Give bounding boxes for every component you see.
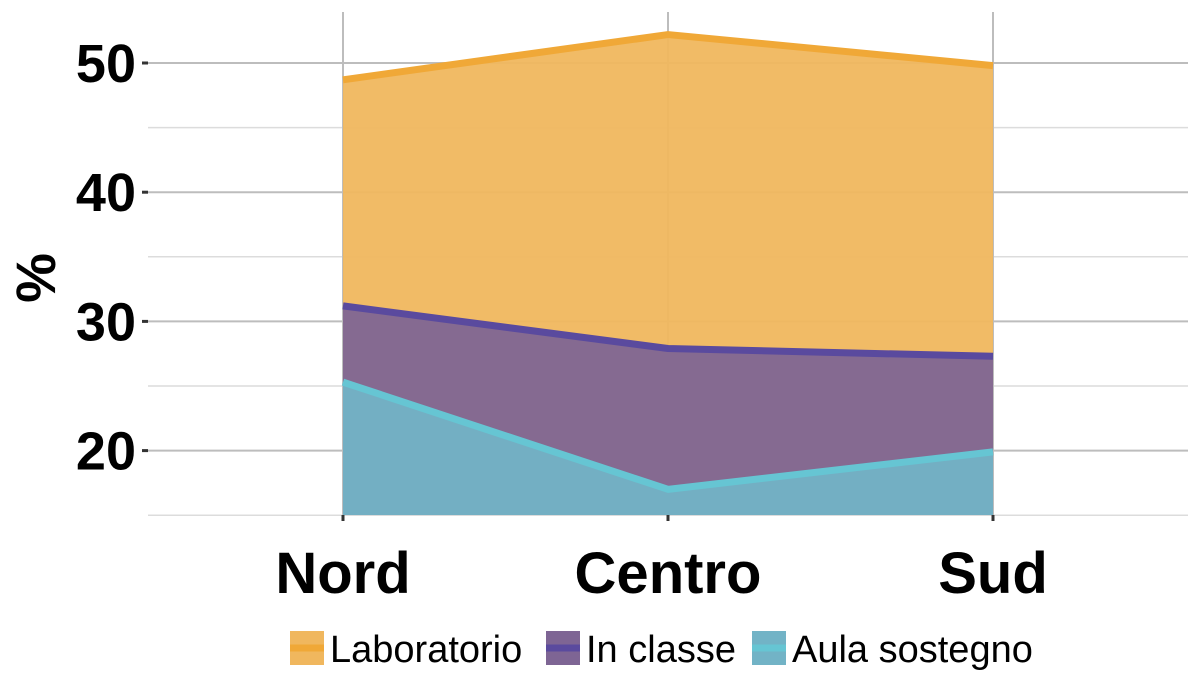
area-aula-sostegno: [343, 382, 993, 515]
x-tick-label: Centro: [575, 541, 762, 606]
axes: 20 30 40 50 Nord Centro Sud: [76, 34, 1048, 606]
legend-label: Aula sostegno: [792, 629, 1033, 671]
legend-label: Laboratorio: [330, 629, 522, 671]
legend-label: In classe: [586, 629, 736, 671]
legend: Laboratorio In classe Aula sostegno: [290, 629, 1033, 671]
legend-item: In classe: [546, 629, 736, 671]
y-tick-label: 30: [76, 292, 136, 352]
plot-areas: [341, 31, 994, 516]
legend-item: Aula sostegno: [752, 629, 1033, 671]
x-tick-label: Sud: [938, 541, 1048, 606]
x-tick-label: Nord: [275, 541, 410, 606]
legend-item: Laboratorio: [290, 629, 522, 671]
y-tick-label: 50: [76, 34, 136, 94]
y-tick-label: 20: [76, 422, 136, 482]
y-axis-label: %: [4, 253, 67, 303]
y-tick-label: 40: [76, 163, 136, 223]
